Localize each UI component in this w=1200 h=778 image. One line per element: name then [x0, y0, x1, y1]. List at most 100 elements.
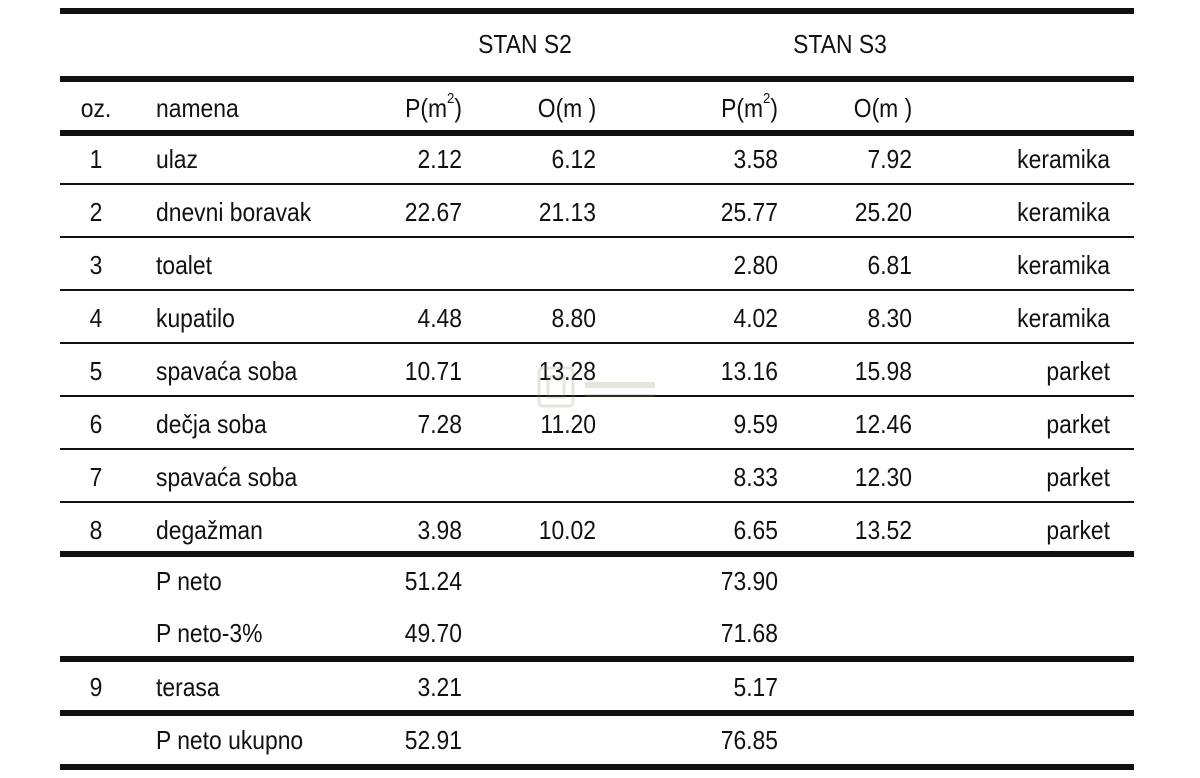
area-s2: 3.21 — [417, 672, 462, 702]
total-area-s2: 49.70 — [404, 618, 462, 648]
header-oz: oz. — [80, 93, 112, 123]
floor-finish: parket — [1046, 515, 1110, 545]
total-area-s3: 73.90 — [720, 566, 778, 596]
total-area-s2: 51.24 — [404, 566, 462, 596]
total-label: P neto-3% — [156, 618, 263, 648]
grand-total-rule — [60, 710, 1134, 716]
area-s2 — [372, 451, 462, 503]
floor-finish: keramika — [1017, 197, 1110, 227]
area-s3: 2.80 — [733, 250, 778, 280]
grand-total-area-s3: 76.85 — [720, 725, 778, 755]
perimeter-s2: 10.02 — [538, 515, 596, 545]
area-s3: 6.65 — [733, 515, 778, 545]
table-row: 3 toalet 2.80 6.81 keramika — [60, 239, 1134, 291]
room-name: kupatilo — [156, 303, 235, 333]
perimeter-s2: 13.28 — [538, 356, 596, 386]
table-row: 4 kupatilo 4.48 8.80 4.02 8.30 keramika — [60, 292, 1134, 344]
floor-finish: parket — [1046, 409, 1110, 439]
room-name: ulaz — [156, 144, 198, 174]
perimeter-s2: 11.20 — [540, 409, 596, 439]
grand-total-area-s2: 52.91 — [404, 725, 462, 755]
total-row: P neto-3% 49.70 71.68 — [60, 607, 1134, 659]
perimeter-s3: 15.98 — [854, 356, 912, 386]
area-s3: 9.59 — [733, 409, 778, 439]
perimeter-s3: 12.30 — [854, 462, 912, 492]
perimeter-s3: 6.81 — [867, 250, 912, 280]
table-row: 1 ulaz 2.12 6.12 3.58 7.92 keramika — [60, 133, 1134, 185]
floor-finish: keramika — [1017, 303, 1110, 333]
area-s2: 10.71 — [404, 356, 462, 386]
row-number: 4 — [89, 303, 103, 333]
row-divider — [60, 236, 1134, 238]
room-name: degažman — [156, 515, 263, 545]
row-divider — [60, 448, 1134, 450]
area-s3: 4.02 — [733, 303, 778, 333]
table-top-rule — [60, 8, 1134, 14]
perimeter-s3: 25.20 — [854, 197, 912, 227]
area-s2: 3.98 — [417, 515, 462, 545]
total-label: P neto — [156, 566, 222, 596]
apartment-header-s3: STAN S3 — [793, 29, 887, 59]
room-name: spavaća soba — [156, 356, 298, 386]
perimeter-s3: 7.92 — [867, 144, 912, 174]
floor-finish: parket — [1046, 462, 1110, 492]
grand-total-label: P neto ukupno — [156, 725, 304, 755]
room-name: terasa — [156, 672, 220, 702]
header-namena: namena — [156, 93, 239, 123]
area-s2: 2.12 — [417, 144, 462, 174]
perimeter-s3: 13.52 — [854, 515, 912, 545]
terrace-rule — [60, 656, 1134, 662]
area-s3: 25.77 — [720, 197, 778, 227]
room-name: toalet — [156, 250, 212, 280]
room-name: spavaća soba — [156, 462, 298, 492]
row-number: 9 — [89, 672, 103, 702]
room-name: dnevni boravak — [156, 197, 312, 227]
row-number: 3 — [89, 250, 103, 280]
apartment-header-s2: STAN S2 — [478, 29, 572, 59]
header-area-s2: P(m2) — [405, 90, 462, 123]
column-header-row: oz. namena P(m2) O(m ) P(m2) O(m ) — [60, 82, 1134, 134]
subtotal-rule — [60, 551, 1134, 557]
header-perimeter-s2: O(m ) — [537, 93, 597, 123]
row-number: 6 — [89, 409, 103, 439]
row-divider — [60, 183, 1134, 185]
table-row: 2 dnevni boravak 22.67 21.13 25.77 25.20… — [60, 186, 1134, 238]
perimeter-s2: 21.13 — [538, 197, 596, 227]
row-number: 8 — [89, 515, 103, 545]
area-s2 — [372, 239, 462, 291]
row-number: 2 — [89, 197, 103, 227]
table-row: 6 dečja soba 7.28 11.20 9.59 12.46 parke… — [60, 398, 1134, 450]
header-rule — [60, 76, 1134, 82]
room-name: dečja soba — [156, 409, 267, 439]
perimeter-s2 — [503, 239, 596, 291]
area-s3: 3.58 — [733, 144, 778, 174]
floor-finish: keramika — [1017, 144, 1110, 174]
row-divider — [60, 342, 1134, 344]
grand-total-row: P neto ukupno 52.91 76.85 — [60, 714, 1134, 766]
perimeter-s3: 12.46 — [854, 409, 912, 439]
table-row: 7 spavaća soba 8.33 12.30 parket — [60, 451, 1134, 503]
row-number: 1 — [89, 144, 103, 174]
floor-finish: parket — [1046, 356, 1110, 386]
table-row: 5 spavaća soba 10.71 13.28 13.16 15.98 p… — [60, 345, 1134, 397]
area-s2: 22.67 — [404, 197, 462, 227]
floor-finish: keramika — [1017, 250, 1110, 280]
table-bottom-rule — [60, 764, 1134, 770]
perimeter-s2: 6.12 — [551, 144, 596, 174]
total-row: P neto 51.24 73.90 — [60, 555, 1134, 607]
column-header-rule — [60, 130, 1134, 136]
row-number: 5 — [89, 356, 103, 386]
row-number: 7 — [89, 462, 103, 492]
header-perimeter-s3: O(m ) — [853, 93, 913, 123]
area-s3: 8.33 — [733, 462, 778, 492]
row-divider — [60, 289, 1134, 291]
area-s3: 5.17 — [733, 672, 778, 702]
row-divider — [60, 395, 1134, 397]
area-s2: 4.48 — [417, 303, 462, 333]
building-logo-icon — [535, 362, 665, 412]
area-s3: 13.16 — [720, 356, 778, 386]
perimeter-s3: 8.30 — [867, 303, 912, 333]
row-divider — [60, 501, 1134, 503]
header-area-s3: P(m2) — [721, 90, 778, 123]
